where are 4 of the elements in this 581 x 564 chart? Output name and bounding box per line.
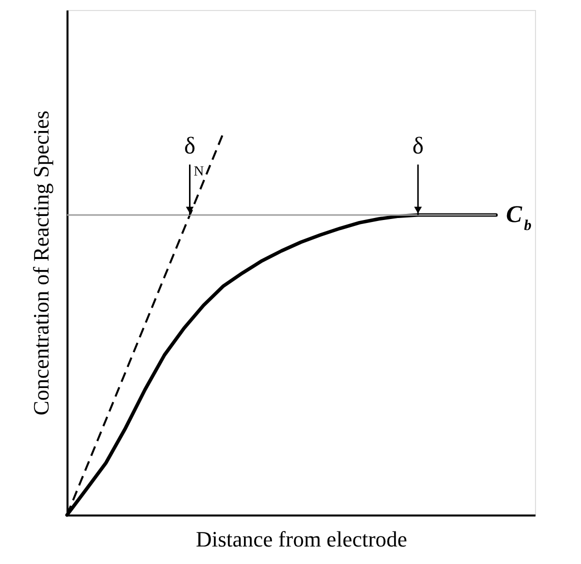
annotation: δN: [184, 134, 204, 180]
annotation: δ: [412, 134, 424, 160]
y-axis-title: Concentration of Reacting Species: [28, 110, 54, 416]
x-axis-title: Distance from electrode: [196, 526, 408, 552]
